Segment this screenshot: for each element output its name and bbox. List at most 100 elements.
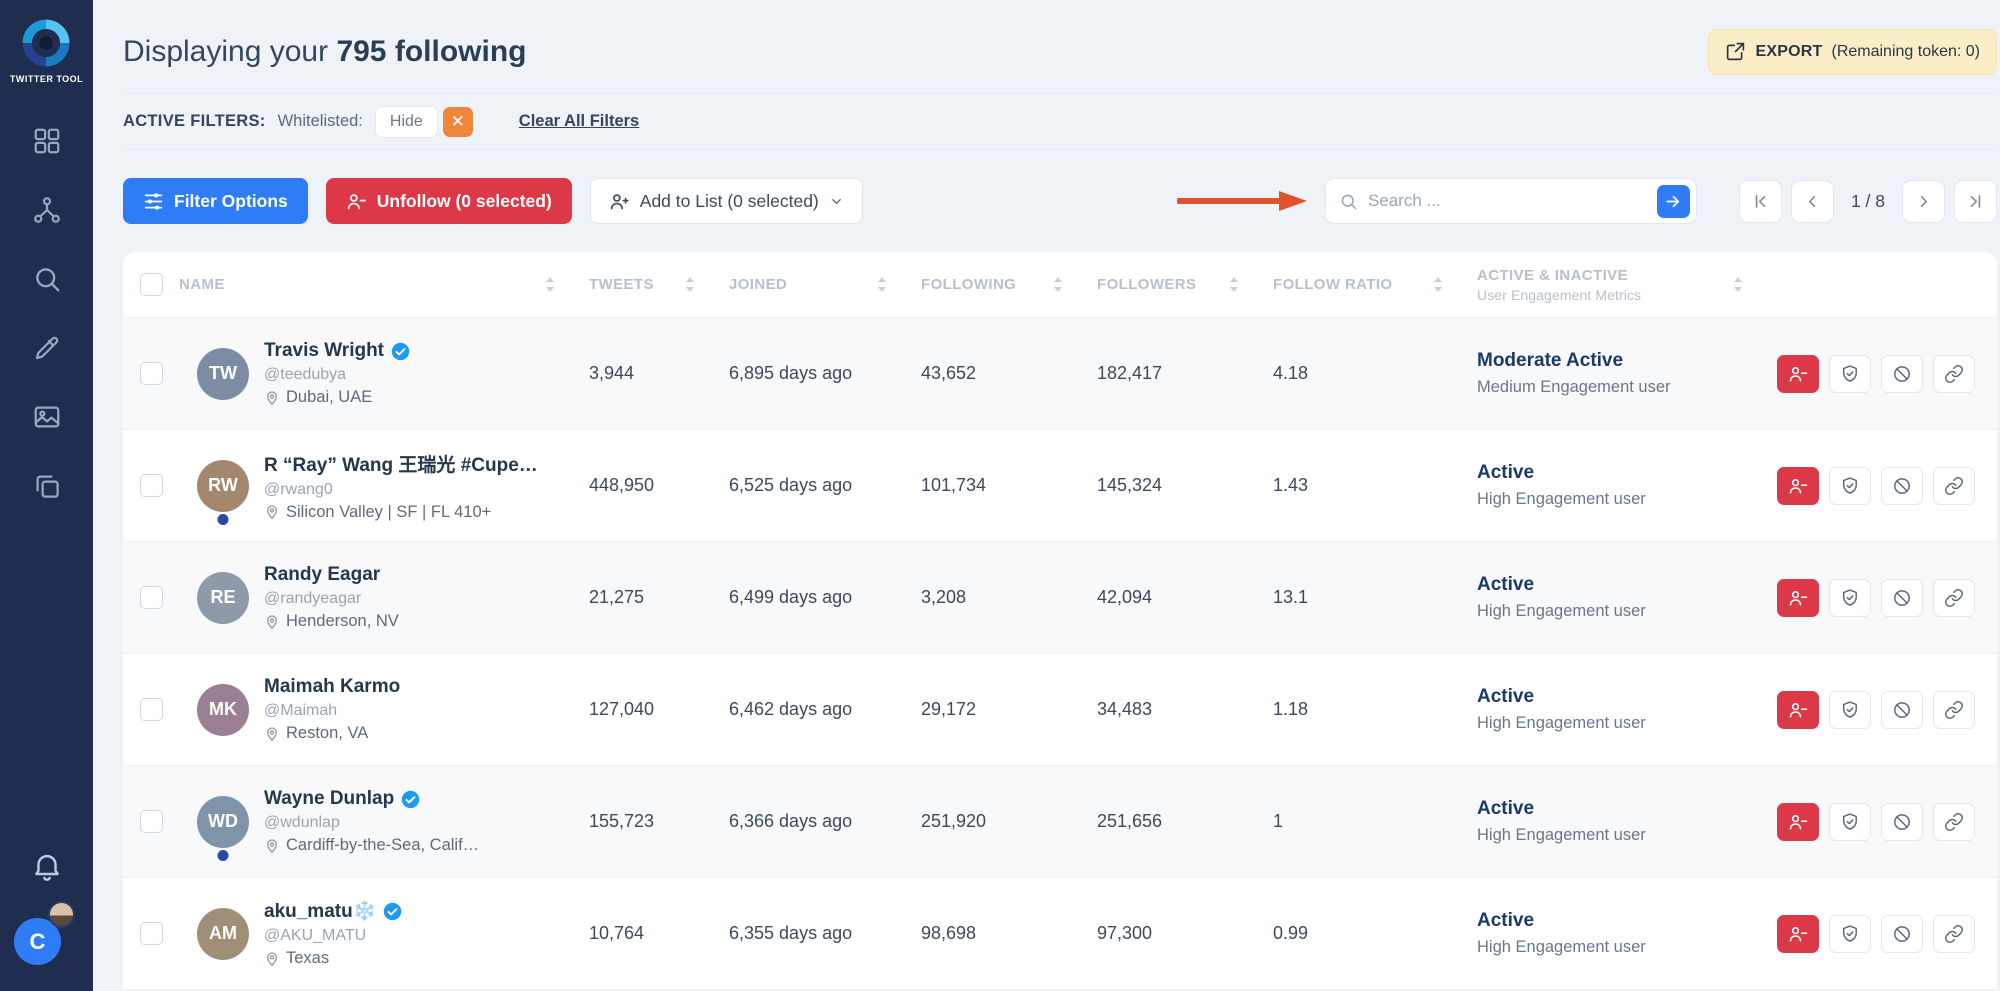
- copy-link-button[interactable]: [1933, 355, 1975, 393]
- avatar[interactable]: MK: [197, 684, 249, 736]
- sort-control[interactable]: [1733, 276, 1743, 293]
- shield-check-icon: [1840, 364, 1860, 384]
- user-name[interactable]: Wayne Dunlap: [264, 788, 394, 810]
- add-to-list-button[interactable]: Add to List (0 selected): [590, 178, 863, 224]
- chevron-down-icon: [829, 194, 844, 209]
- copy-link-button[interactable]: [1933, 467, 1975, 505]
- unfollow-user-button[interactable]: [1777, 691, 1819, 729]
- avatar[interactable]: RW: [197, 460, 249, 512]
- block-button[interactable]: [1881, 915, 1923, 953]
- sort-control[interactable]: [1433, 276, 1443, 293]
- unfollow-button[interactable]: Unfollow (0 selected): [326, 178, 572, 224]
- row-checkbox[interactable]: [140, 698, 163, 721]
- row-checkbox[interactable]: [140, 586, 163, 609]
- whitelist-button[interactable]: [1829, 803, 1871, 841]
- pagination: 1 / 8: [1739, 180, 1997, 223]
- engagement-status: Active: [1477, 462, 1777, 484]
- avatar[interactable]: RE: [197, 572, 249, 624]
- shield-check-icon: [1840, 588, 1860, 608]
- copy-icon[interactable]: [30, 469, 64, 503]
- user-minus-icon: [1788, 700, 1808, 720]
- unfollow-user-button[interactable]: [1777, 803, 1819, 841]
- user-name[interactable]: R “Ray” Wang 王瑞光 #Cupe…: [264, 450, 538, 477]
- block-button[interactable]: [1881, 355, 1923, 393]
- sort-control[interactable]: [1229, 276, 1239, 293]
- unfollow-user-button[interactable]: [1777, 915, 1819, 953]
- user-name[interactable]: Randy Eagar: [264, 564, 380, 586]
- whitelist-button[interactable]: [1829, 579, 1871, 617]
- search-icon[interactable]: [30, 262, 64, 296]
- user-handle: @wdunlap: [264, 814, 479, 832]
- sort-control[interactable]: [877, 276, 887, 293]
- compose-icon[interactable]: [30, 331, 64, 365]
- whitelist-button[interactable]: [1829, 691, 1871, 729]
- user-location: Silicon Valley | SF | FL 410+: [286, 503, 491, 522]
- last-page-button[interactable]: [1954, 180, 1997, 223]
- filter-chip-remove-button[interactable]: ✕: [443, 107, 473, 137]
- export-label: EXPORT: [1755, 43, 1822, 61]
- copy-link-button[interactable]: [1933, 579, 1975, 617]
- prev-page-button[interactable]: [1791, 180, 1834, 223]
- copy-link-button[interactable]: [1933, 803, 1975, 841]
- user-name[interactable]: aku_matu❄️: [264, 899, 376, 923]
- row-checkbox[interactable]: [140, 474, 163, 497]
- search-input[interactable]: [1358, 191, 1657, 211]
- unfollow-user-button[interactable]: [1777, 579, 1819, 617]
- block-button[interactable]: [1881, 803, 1923, 841]
- sort-control[interactable]: [545, 276, 555, 293]
- unfollow-label: Unfollow (0 selected): [377, 191, 552, 212]
- network-icon[interactable]: [30, 193, 64, 227]
- next-page-button[interactable]: [1902, 180, 1945, 223]
- whitelist-button[interactable]: [1829, 355, 1871, 393]
- followers-value: 145,324: [1097, 475, 1273, 496]
- clear-all-filters-link[interactable]: Clear All Filters: [519, 112, 639, 131]
- chevron-right-icon: [1914, 192, 1933, 211]
- following-value: 101,734: [921, 475, 1097, 496]
- avatar[interactable]: AM: [197, 908, 249, 960]
- user-photo-avatar[interactable]: [48, 901, 75, 928]
- dashboard-icon[interactable]: [30, 124, 64, 158]
- link-icon: [1944, 924, 1964, 944]
- whitelist-button[interactable]: [1829, 467, 1871, 505]
- whitelist-button[interactable]: [1829, 915, 1871, 953]
- joined-value: 6,462 days ago: [729, 699, 921, 720]
- user-location: Reston, VA: [286, 724, 368, 743]
- user-name[interactable]: Travis Wright: [264, 340, 384, 362]
- copy-link-button[interactable]: [1933, 691, 1975, 729]
- block-button[interactable]: [1881, 691, 1923, 729]
- following-table: NAME TWEETS JOINED FOLLOWING FOLLOWERS F…: [123, 252, 1997, 990]
- media-approve-icon[interactable]: [30, 400, 64, 434]
- avatar[interactable]: TW: [197, 348, 249, 400]
- engagement-sub: Medium Engagement user: [1477, 378, 1777, 397]
- sort-control[interactable]: [1053, 276, 1063, 293]
- user-location: Dubai, UAE: [286, 388, 372, 407]
- row-checkbox[interactable]: [140, 922, 163, 945]
- user-handle: @AKU_MATU: [264, 927, 402, 945]
- user-name[interactable]: Maimah Karmo: [264, 676, 400, 698]
- unfollow-user-button[interactable]: [1777, 355, 1819, 393]
- unfollow-user-button[interactable]: [1777, 467, 1819, 505]
- following-value: 98,698: [921, 923, 1097, 944]
- row-checkbox[interactable]: [140, 362, 163, 385]
- block-button[interactable]: [1881, 579, 1923, 617]
- column-header-name: NAME: [179, 276, 589, 293]
- sort-control[interactable]: [685, 276, 695, 293]
- row-checkbox[interactable]: [140, 810, 163, 833]
- ban-icon: [1892, 476, 1912, 496]
- copy-link-button[interactable]: [1933, 915, 1975, 953]
- search-submit-button[interactable]: [1657, 185, 1690, 218]
- active-filters-label: ACTIVE FILTERS:: [123, 112, 266, 131]
- filter-options-button[interactable]: Filter Options: [123, 178, 308, 224]
- export-button[interactable]: EXPORT (Remaining token: 0): [1708, 29, 1997, 75]
- block-button[interactable]: [1881, 467, 1923, 505]
- select-all-checkbox[interactable]: [140, 273, 163, 296]
- table-row: TW Travis Wright @teedubya Dubai, UAE 3,…: [123, 318, 1997, 430]
- bell-icon[interactable]: [31, 850, 63, 887]
- first-page-button[interactable]: [1739, 180, 1782, 223]
- avatar[interactable]: WD: [197, 796, 249, 848]
- link-icon: [1944, 364, 1964, 384]
- table-header-row: NAME TWEETS JOINED FOLLOWING FOLLOWERS F…: [123, 252, 1997, 318]
- tweets-value: 155,723: [589, 811, 729, 832]
- link-icon: [1944, 476, 1964, 496]
- export-note: (Remaining token: 0): [1831, 43, 1980, 61]
